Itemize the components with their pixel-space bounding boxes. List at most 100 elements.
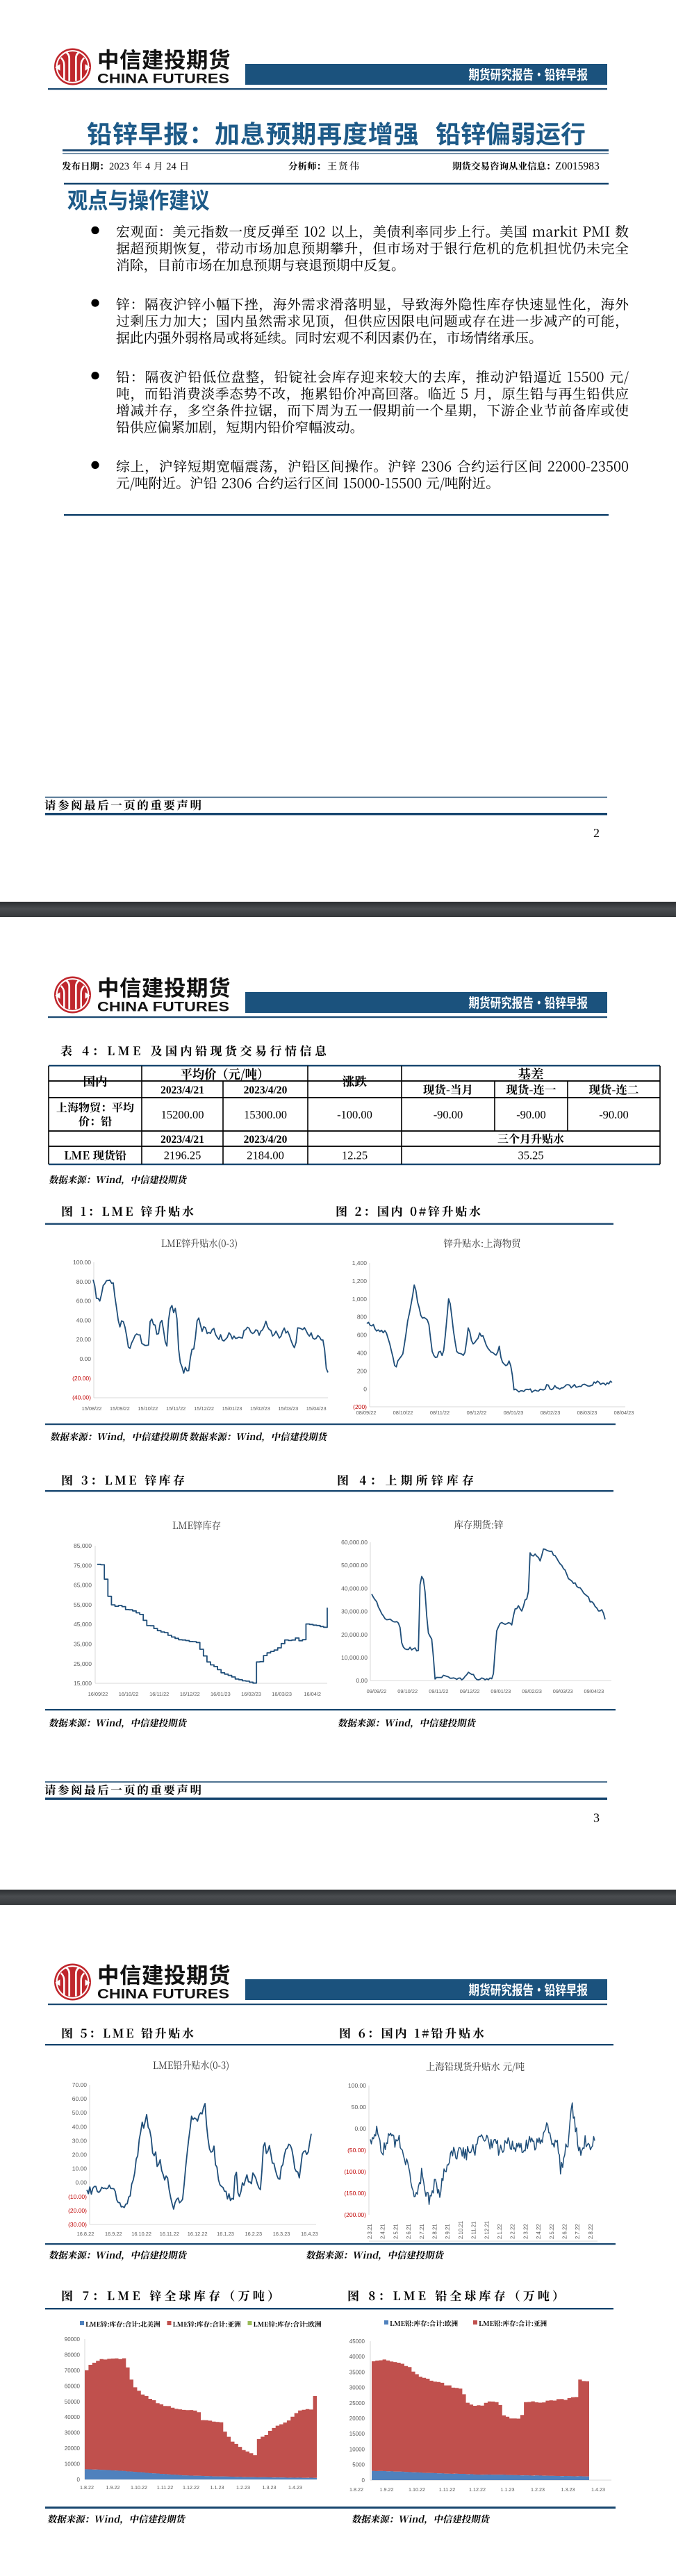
svg-text:15/02/23: 15/02/23 (250, 1405, 270, 1412)
svg-text:40.00: 40.00 (72, 2123, 88, 2130)
svg-text:2.7.22: 2.7.22 (575, 2224, 581, 2239)
svg-text:(20.00): (20.00) (68, 2207, 87, 2214)
svg-text:16/11/22: 16/11/22 (149, 1691, 169, 1697)
svg-text:20.00: 20.00 (72, 2152, 88, 2158)
svg-text:0.00: 0.00 (354, 2125, 366, 2132)
svg-text:09/09/22: 09/09/22 (367, 1688, 387, 1694)
svg-text:16/03/23: 16/03/23 (272, 1691, 292, 1697)
svg-text:80000: 80000 (65, 2352, 81, 2358)
svg-text:16/04/2: 16/04/2 (304, 1691, 321, 1697)
svg-text:09/03/23: 09/03/23 (553, 1688, 573, 1694)
svg-text:1,000: 1,000 (352, 1296, 368, 1303)
svg-text:10.00: 10.00 (72, 2165, 88, 2172)
svg-text:-100.00: -100.00 (337, 1108, 372, 1121)
svg-text:16.11.22: 16.11.22 (160, 2231, 179, 2237)
svg-text:1.3.23: 1.3.23 (263, 2484, 277, 2491)
svg-text:2.4.22: 2.4.22 (536, 2224, 542, 2239)
svg-text:08/10/22: 08/10/22 (393, 1410, 413, 1416)
svg-text:1.2.23: 1.2.23 (236, 2484, 250, 2491)
svg-text:15/12/22: 15/12/22 (194, 1405, 214, 1412)
svg-text:2023/4/20: 2023/4/20 (244, 1134, 288, 1146)
svg-text:15/09/22: 15/09/22 (110, 1405, 130, 1412)
svg-text:400: 400 (357, 1350, 367, 1357)
svg-text:2.8.22: 2.8.22 (588, 2224, 594, 2239)
svg-text:16/09/22: 16/09/22 (88, 1691, 108, 1697)
svg-text:0.00: 0.00 (75, 2179, 87, 2186)
svg-text:-90.00: -90.00 (516, 1108, 546, 1121)
svg-text:90000: 90000 (65, 2336, 81, 2343)
svg-text:08/12/22: 08/12/22 (467, 1410, 487, 1416)
svg-text:1.11.22: 1.11.22 (439, 2486, 455, 2493)
svg-text:(30.00): (30.00) (68, 2221, 87, 2228)
svg-text:2023/4/20: 2023/4/20 (244, 1084, 288, 1096)
svg-text:-90.00: -90.00 (599, 1108, 629, 1121)
svg-text:1.12.22: 1.12.22 (183, 2484, 199, 2491)
svg-text:16.2.23: 16.2.23 (245, 2231, 262, 2237)
svg-text:08/01/23: 08/01/23 (504, 1410, 524, 1416)
svg-text:60,000.00: 60,000.00 (341, 1539, 368, 1546)
svg-text:2.2.22: 2.2.22 (510, 2224, 516, 2239)
svg-text:5000: 5000 (352, 2462, 365, 2468)
svg-text:2.3.22: 2.3.22 (522, 2224, 529, 2239)
svg-text:2.6.22: 2.6.22 (562, 2224, 568, 2239)
svg-text:10000: 10000 (349, 2446, 365, 2452)
svg-text:100.00: 100.00 (73, 1259, 91, 1266)
svg-text:10,000.00: 10,000.00 (341, 1654, 368, 1661)
svg-text:1.10.22: 1.10.22 (131, 2484, 147, 2491)
svg-text:1.4.23: 1.4.23 (288, 2484, 302, 2491)
svg-text:08/11/22: 08/11/22 (430, 1410, 450, 1416)
svg-text:16/01/23: 16/01/23 (211, 1691, 231, 1697)
svg-text:15/01/23: 15/01/23 (222, 1405, 242, 1412)
svg-text:2.3.21: 2.3.21 (367, 2224, 373, 2239)
svg-text:(10.00): (10.00) (68, 2193, 87, 2200)
svg-text:15200.00: 15200.00 (161, 1108, 204, 1121)
svg-text:2023: 2023 (109, 161, 129, 172)
svg-text:50000: 50000 (65, 2399, 81, 2405)
svg-text:16/12/22: 16/12/22 (180, 1691, 200, 1697)
svg-text:30.00: 30.00 (72, 2137, 88, 2144)
svg-text:16.10.22: 16.10.22 (131, 2231, 151, 2237)
svg-text:600: 600 (357, 1332, 367, 1339)
svg-text:2184.00: 2184.00 (247, 1149, 284, 1162)
svg-text:1.12.22: 1.12.22 (469, 2486, 486, 2493)
svg-text:25000: 25000 (349, 2400, 365, 2406)
svg-text:CHINA FUTURES: CHINA FUTURES (97, 72, 229, 87)
svg-text:15,000: 15,000 (74, 1680, 92, 1687)
svg-text:2: 2 (593, 826, 600, 840)
svg-text:16/10/22: 16/10/22 (119, 1691, 139, 1697)
svg-text:15/04/23: 15/04/23 (306, 1405, 327, 1412)
svg-text:08/09/22: 08/09/22 (356, 1410, 377, 1416)
svg-text:16.8.22: 16.8.22 (77, 2231, 94, 2237)
svg-text:1.8.22: 1.8.22 (80, 2484, 94, 2491)
svg-text:55,000: 55,000 (74, 1601, 92, 1608)
svg-text:20.00: 20.00 (76, 1336, 92, 1343)
svg-text:2.8.21: 2.8.21 (432, 2224, 438, 2239)
svg-text:(40.00): (40.00) (72, 1394, 91, 1401)
svg-text:2.9.21: 2.9.21 (445, 2224, 451, 2239)
svg-text:12.25: 12.25 (342, 1149, 368, 1162)
svg-text:1,200: 1,200 (352, 1278, 368, 1285)
svg-text:-90.00: -90.00 (434, 1108, 463, 1121)
svg-text:30,000.00: 30,000.00 (341, 1608, 368, 1615)
svg-text:2.5.21: 2.5.21 (393, 2224, 399, 2239)
svg-text:16.12.22: 16.12.22 (188, 2231, 208, 2237)
svg-text:10000: 10000 (65, 2461, 81, 2468)
svg-text:50.00: 50.00 (72, 2109, 88, 2116)
svg-text:60.00: 60.00 (76, 1298, 92, 1305)
svg-text:2.10.21: 2.10.21 (458, 2221, 464, 2239)
svg-text:Z0015983: Z0015983 (555, 160, 600, 172)
svg-text:0: 0 (363, 1385, 367, 1392)
svg-text:(50.00): (50.00) (347, 2147, 366, 2154)
svg-text:CHINA FUTURES: CHINA FUTURES (97, 1988, 229, 2002)
svg-text:60.00: 60.00 (72, 2095, 88, 2102)
svg-text:(200): (200) (353, 1403, 367, 1410)
svg-text:CHINA FUTURES: CHINA FUTURES (97, 1000, 229, 1015)
svg-text:1.9.22: 1.9.22 (380, 2486, 394, 2493)
svg-text:2023/4/21: 2023/4/21 (160, 1134, 204, 1146)
svg-text:08/02/23: 08/02/23 (541, 1410, 561, 1416)
svg-text:25,000: 25,000 (74, 1660, 92, 1667)
svg-text:0: 0 (362, 2477, 365, 2484)
svg-text:0.00: 0.00 (356, 1677, 368, 1684)
svg-text:16.1.23: 16.1.23 (217, 2231, 234, 2237)
svg-text:800: 800 (357, 1314, 367, 1321)
